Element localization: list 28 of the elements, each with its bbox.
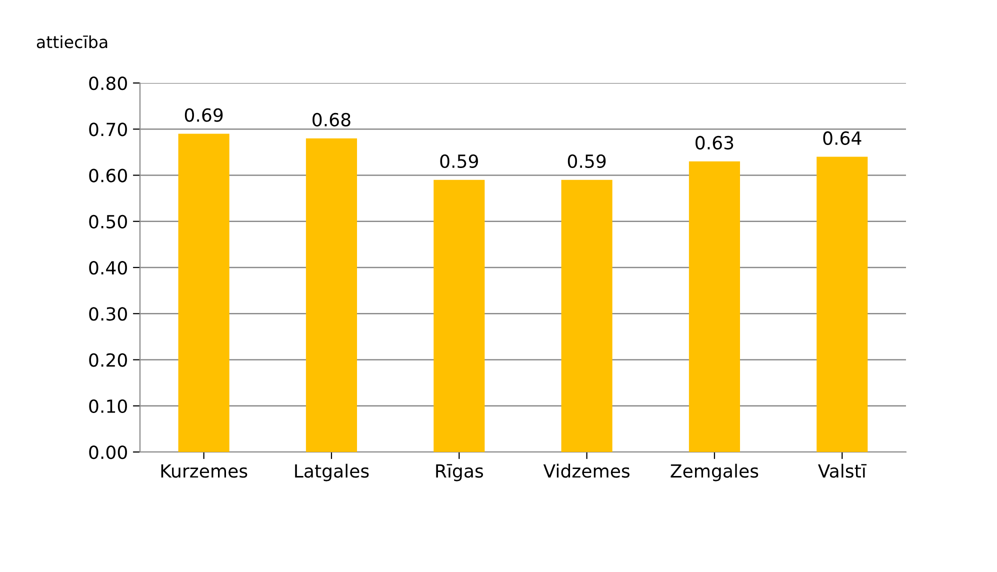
x-tick-label: Vidzemes bbox=[543, 464, 630, 478]
data-label: 0.59 bbox=[568, 154, 606, 168]
y-tick-label: 0.40 bbox=[89, 260, 127, 275]
y-tick-label: 0.30 bbox=[89, 307, 127, 321]
x-tick-label: Valstī bbox=[818, 464, 867, 478]
bar bbox=[688, 161, 740, 452]
data-label: 0.63 bbox=[696, 136, 734, 150]
data-label: 0.59 bbox=[440, 154, 478, 168]
x-tick-label: Zemgales bbox=[670, 464, 758, 482]
data-label: 0.64 bbox=[823, 131, 862, 145]
x-tick-label: Rīgas bbox=[436, 464, 484, 482]
y-tick-label: 0.20 bbox=[89, 353, 127, 367]
bar bbox=[434, 180, 485, 452]
bar bbox=[816, 156, 868, 452]
x-tick-label: Latgales bbox=[295, 464, 369, 482]
y-tick-label: 0.60 bbox=[89, 168, 127, 182]
bar bbox=[561, 180, 612, 452]
data-label: 0.68 bbox=[312, 112, 350, 127]
y-tick-label: 0.80 bbox=[89, 76, 127, 90]
y-axis-title: attiecība bbox=[36, 35, 108, 48]
bar bbox=[306, 138, 358, 452]
y-tick-label: 0.50 bbox=[89, 214, 127, 228]
x-tick-label: Kurzemes bbox=[161, 464, 248, 478]
y-tick-label: 0.70 bbox=[89, 122, 127, 136]
bar bbox=[178, 134, 230, 452]
data-label: 0.69 bbox=[184, 108, 223, 122]
y-tick-label: 0.10 bbox=[89, 399, 127, 413]
y-tick-label: 0.00 bbox=[89, 445, 127, 460]
